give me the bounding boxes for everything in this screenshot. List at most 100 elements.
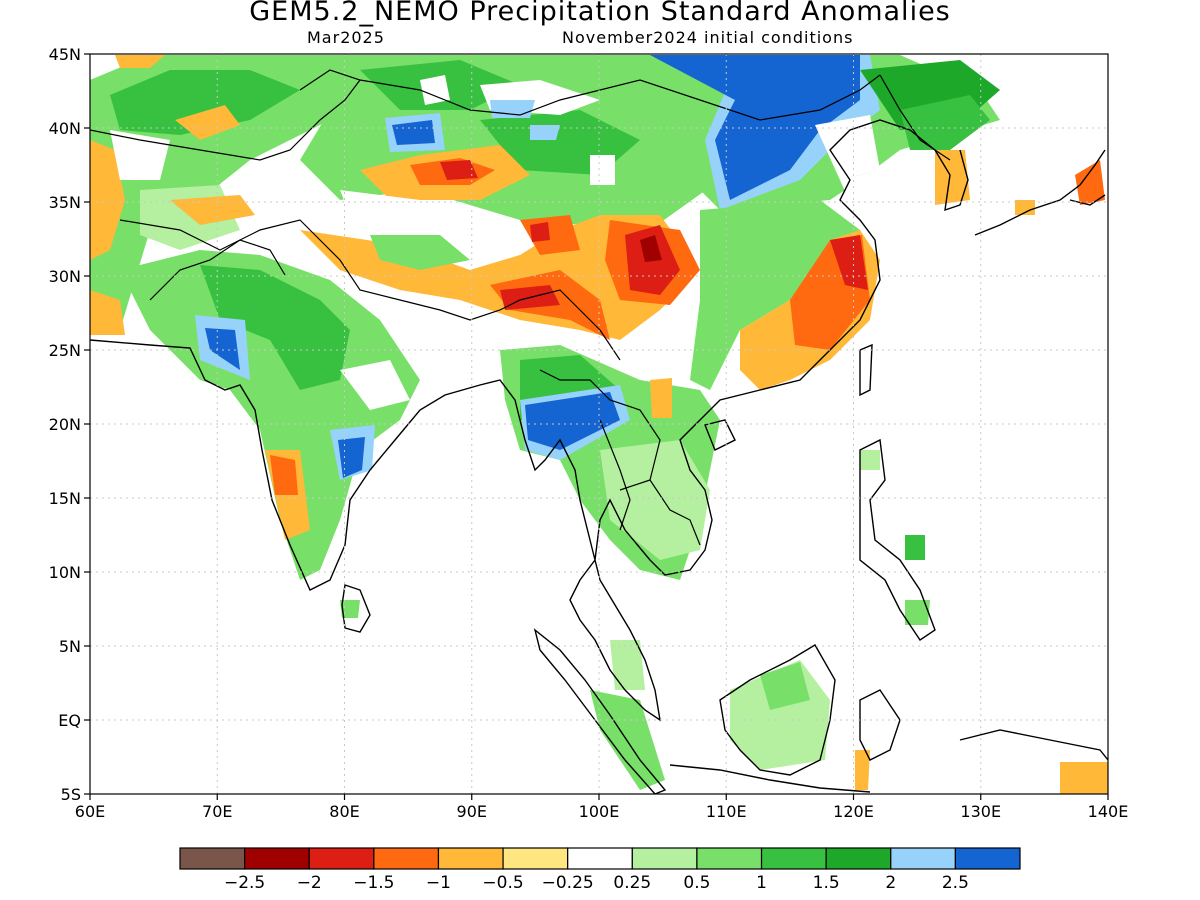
region-fill xyxy=(640,235,662,262)
region-fill xyxy=(440,160,478,180)
region-fill xyxy=(840,170,890,225)
lat-tick-label: 5N xyxy=(59,637,81,656)
coastline-path xyxy=(859,343,873,397)
lon-tick-label: 70E xyxy=(202,802,232,821)
map-title: GEM5.2_NEMO Precipitation Standard Anoma… xyxy=(249,0,951,27)
border-path xyxy=(149,239,286,301)
colorbar-swatch xyxy=(631,847,698,870)
border-path xyxy=(119,219,621,361)
region-fill xyxy=(490,100,535,118)
lon-tick-label: 110E xyxy=(706,802,747,821)
region-fill xyxy=(1015,200,1035,215)
lat-tick-label: 45N xyxy=(49,45,81,64)
region-fill xyxy=(270,455,298,495)
border-path xyxy=(359,74,881,121)
initial-conditions: November2024 initial conditions xyxy=(562,28,854,47)
lon-tick-label: 60E xyxy=(75,802,105,821)
border-path xyxy=(539,369,701,546)
region-fill xyxy=(905,535,925,560)
region-fill xyxy=(200,265,350,390)
colorbar-label: 2.5 xyxy=(942,873,969,893)
lon-tick-label: 100E xyxy=(579,802,620,821)
colorbar-label: 1.5 xyxy=(813,873,840,893)
region-fill xyxy=(400,300,520,370)
region-fill xyxy=(650,378,672,418)
colorbar-label: −2 xyxy=(297,873,322,893)
lon-tick-label: 80E xyxy=(329,802,359,821)
colorbar-label: −0.25 xyxy=(542,873,594,893)
region-fill xyxy=(690,200,860,390)
coastline-path xyxy=(341,584,371,633)
lat-tick-label: 20N xyxy=(49,415,81,434)
lon-tick-label: 90E xyxy=(457,802,487,821)
region-fill xyxy=(392,120,435,145)
border-path xyxy=(599,419,651,531)
region-fill xyxy=(370,235,470,270)
lat-tick-label: 30N xyxy=(49,267,81,286)
colorbar-label: −1 xyxy=(426,873,451,893)
colorbar-label: 0.5 xyxy=(683,873,710,893)
gridlines xyxy=(90,54,1108,794)
region-fill xyxy=(340,360,410,410)
colorbar-swatch xyxy=(760,847,827,870)
coastline-path xyxy=(90,119,936,722)
region-fill xyxy=(760,662,810,710)
region-fill xyxy=(650,55,860,200)
lon-tick-label: 140E xyxy=(1088,802,1129,821)
colorbar-swatch xyxy=(567,847,633,870)
coastline-path xyxy=(859,438,936,641)
coastline-path xyxy=(934,149,969,212)
region-fill xyxy=(590,155,615,185)
region-fill xyxy=(175,105,240,140)
colorbar-swatch xyxy=(825,847,892,870)
border-path xyxy=(90,69,361,161)
coastlines xyxy=(90,119,1108,794)
axis-ticks: 60E 70E 80E 90E 100E 110E 120E 130E 140E 45N 40N 35… xyxy=(49,45,1129,821)
colorbar-swatch xyxy=(373,847,440,870)
region-fill xyxy=(420,75,450,105)
lat-tick-label: 35N xyxy=(49,193,81,212)
anomaly-field xyxy=(90,55,1108,794)
lat-tick-label: 5S xyxy=(61,785,81,804)
colorbar-swatch xyxy=(890,847,956,870)
region-fill xyxy=(530,125,560,140)
region-fill xyxy=(170,195,255,225)
coastline-path xyxy=(859,689,901,761)
region-fill xyxy=(90,140,125,260)
colorbar-label: −1.5 xyxy=(353,873,394,893)
region-fill xyxy=(530,222,550,242)
coastline-path xyxy=(719,644,836,776)
region-fill xyxy=(600,440,710,560)
lat-tick-label: 40N xyxy=(49,119,81,138)
lat-tick-label: EQ xyxy=(58,711,81,730)
lat-tick-label: 15N xyxy=(49,489,81,508)
coastline-path xyxy=(704,419,736,451)
coastline-path xyxy=(669,729,1108,793)
coastline-path xyxy=(533,628,667,794)
lat-tick-label: 10N xyxy=(49,563,81,582)
colorbar-swatch xyxy=(244,847,310,870)
colorbar-label: 1 xyxy=(756,873,767,893)
region-fill xyxy=(205,328,240,370)
lat-tick-label: 25N xyxy=(49,341,81,360)
country-borders xyxy=(90,69,951,546)
colorbar-label: 0.25 xyxy=(613,873,651,893)
colorbar-swatch xyxy=(437,847,504,870)
region-fill xyxy=(860,450,880,470)
colorbar-label: 2 xyxy=(885,873,896,893)
forecast-month: Mar2025 xyxy=(307,28,385,47)
region-fill xyxy=(815,115,880,180)
region-fill xyxy=(905,600,930,625)
region-fill xyxy=(525,392,620,450)
lon-tick-label: 120E xyxy=(833,802,874,821)
region-fill xyxy=(90,290,125,335)
region-fill xyxy=(610,640,645,690)
coastline-path xyxy=(974,149,1106,236)
colorbar-swatch xyxy=(502,847,569,870)
colorbar-swatch xyxy=(954,847,1021,870)
region-fill xyxy=(338,437,365,478)
region-fill xyxy=(855,750,870,790)
region-fill xyxy=(110,70,300,135)
region-fill xyxy=(1060,762,1108,794)
